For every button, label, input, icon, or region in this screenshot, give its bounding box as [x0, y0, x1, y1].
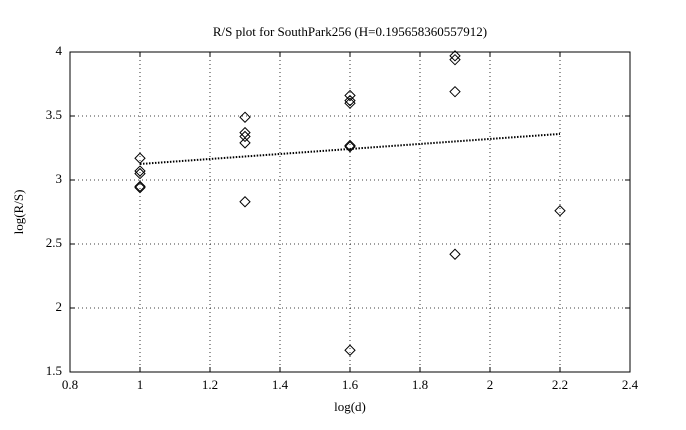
- point: [239, 130, 251, 143]
- x-tick-label: 1.4: [272, 377, 289, 392]
- y-tick-label: 3.5: [46, 107, 62, 122]
- point: [344, 94, 356, 107]
- y-tick-label: 2: [56, 299, 63, 314]
- chart-title: R/S plot for SouthPark256 (H=0.195658360…: [213, 24, 487, 39]
- y-tick-label: 3: [56, 171, 63, 186]
- x-tick-label: 2: [487, 377, 494, 392]
- point: [554, 205, 566, 217]
- fit-line: [139, 132, 561, 165]
- y-tick-label: 4: [56, 43, 63, 58]
- point: [344, 97, 356, 109]
- x-tick-label: 2.4: [622, 377, 639, 392]
- plot-frame: [69, 51, 631, 373]
- point: [344, 139, 356, 152]
- point: [134, 167, 146, 180]
- x-tick-label: 2.2: [552, 377, 568, 392]
- x-tick-label: 1.8: [412, 377, 428, 392]
- x-axis-label: log(d): [334, 399, 366, 414]
- point: [134, 165, 146, 177]
- point: [449, 85, 461, 98]
- point: [449, 248, 461, 260]
- x-tick-label: 0.8: [62, 377, 78, 392]
- point: [134, 180, 146, 193]
- y-tick-label: 2.5: [46, 235, 62, 250]
- point: [344, 89, 356, 102]
- point: [344, 141, 356, 153]
- y-axis-label: log(R/S): [11, 190, 26, 235]
- point: [449, 53, 461, 66]
- point: [239, 111, 251, 123]
- y-tick-label: 1.5: [46, 363, 62, 378]
- point: [239, 196, 251, 208]
- point: [239, 137, 251, 149]
- point: [134, 181, 146, 194]
- x-tick-label: 1: [137, 377, 144, 392]
- point: [449, 50, 461, 62]
- point: [344, 344, 356, 356]
- x-tick-label: 1.6: [342, 377, 359, 392]
- x-tick-label: 1.2: [202, 377, 218, 392]
